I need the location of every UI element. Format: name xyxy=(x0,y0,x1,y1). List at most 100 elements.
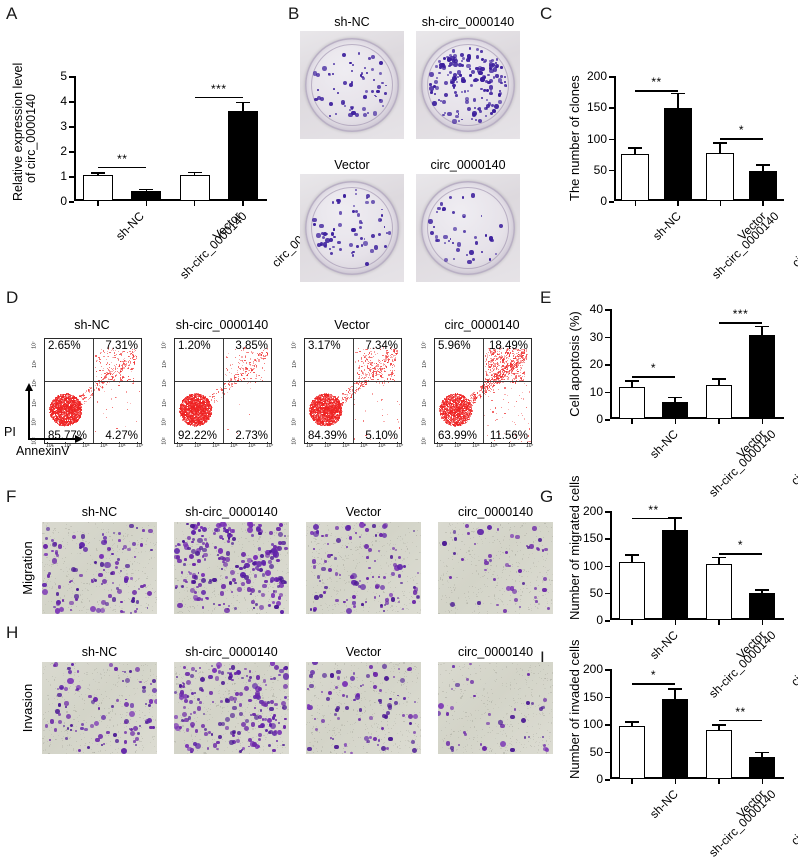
colony-spot xyxy=(328,248,331,251)
stained-cell xyxy=(413,713,419,719)
significance-line xyxy=(635,90,678,93)
colony-spot xyxy=(467,90,470,93)
stained-cell xyxy=(255,694,259,698)
x-tick-label: sh-circ_0000140 xyxy=(706,787,779,860)
stained-cell xyxy=(336,717,340,721)
stained-cell xyxy=(174,722,179,729)
colony-spot xyxy=(453,56,458,62)
bar-sh-circ_0000140 xyxy=(131,191,162,201)
stained-cell xyxy=(483,568,487,572)
migration-row-label: Migration xyxy=(20,522,35,614)
stained-cell xyxy=(141,688,147,693)
stained-cell xyxy=(452,530,457,534)
y-tick xyxy=(69,201,74,203)
stained-cell xyxy=(278,673,281,677)
stained-cell xyxy=(225,698,231,704)
stained-cell xyxy=(202,526,208,532)
stained-cell xyxy=(96,608,102,614)
stained-cell xyxy=(353,584,355,587)
stained-cell xyxy=(44,552,48,556)
colony-spot xyxy=(477,65,482,70)
significance-line xyxy=(98,166,147,169)
x-axis xyxy=(610,777,784,779)
error-bar xyxy=(761,588,764,594)
stained-cell xyxy=(194,729,199,733)
flow-y-tick-label: 10⁶ xyxy=(162,360,168,368)
stained-cell xyxy=(327,690,332,695)
colony-spot xyxy=(349,61,353,65)
stained-cell xyxy=(280,701,286,707)
stained-cell xyxy=(175,725,181,732)
flow-cytometry-plot: 3.17% 7.34% 84.39% 5.10% xyxy=(304,338,402,444)
panel-B-plates: sh-NC sh-circ_0000140 Vector circ_0000140 xyxy=(300,14,522,282)
y-tick-label: 50 xyxy=(590,586,603,600)
y-tick-label: 150 xyxy=(583,531,603,545)
y-tick xyxy=(605,511,610,513)
bar-circ_0000140 xyxy=(227,111,258,201)
stained-cell xyxy=(527,735,530,739)
stained-cell xyxy=(182,665,187,670)
colony-plate-image xyxy=(300,174,404,282)
stained-cell xyxy=(175,585,178,588)
colony-spot xyxy=(489,89,492,92)
stained-cell xyxy=(313,609,316,612)
stained-cell xyxy=(279,577,284,582)
stained-cell xyxy=(175,586,177,589)
stained-cell xyxy=(225,551,230,556)
colony-spot xyxy=(354,232,359,237)
panel-letter-E: E xyxy=(540,288,551,308)
stained-cell xyxy=(221,721,226,726)
petri-dish xyxy=(421,181,515,275)
stained-cell xyxy=(269,563,274,569)
quadrant-divider-horizontal xyxy=(435,380,531,382)
colony-spot xyxy=(436,238,441,243)
stained-cell xyxy=(69,608,72,611)
stained-cell xyxy=(371,575,374,578)
colony-spot xyxy=(441,62,446,67)
colony-spot xyxy=(360,244,364,247)
micrograph-caption: sh-circ_0000140 xyxy=(174,645,289,659)
stained-cell xyxy=(229,667,232,670)
flow-x-tick xyxy=(491,442,492,444)
significance-label: ** xyxy=(651,76,661,88)
stained-cell xyxy=(201,590,207,595)
stained-cell xyxy=(176,676,178,678)
stained-cell xyxy=(225,529,229,533)
error-bar-cap xyxy=(668,688,683,690)
stained-cell xyxy=(111,552,114,555)
stained-cell xyxy=(372,524,376,528)
stained-cell xyxy=(102,536,107,541)
flow-x-tick xyxy=(177,442,178,444)
colony-spot xyxy=(480,66,485,71)
flow-x-tick xyxy=(65,442,66,444)
colony-spot xyxy=(316,233,321,238)
colony-spot xyxy=(475,48,479,52)
stained-cell xyxy=(487,713,491,716)
stained-cell xyxy=(243,686,249,692)
stained-cell xyxy=(334,685,339,690)
colony-spot xyxy=(365,90,369,94)
colony-spot xyxy=(442,207,447,212)
stained-cell xyxy=(199,546,204,551)
colony-spot xyxy=(457,242,462,247)
significance-label: * xyxy=(651,362,656,374)
colony-spot xyxy=(481,250,484,253)
stained-cell xyxy=(239,692,244,697)
stained-cell xyxy=(254,602,258,606)
significance-label: * xyxy=(738,539,743,551)
stained-cell xyxy=(111,705,114,708)
stained-cell xyxy=(500,740,507,747)
stained-cell xyxy=(134,610,138,614)
colony-spot xyxy=(468,60,471,62)
stained-cell xyxy=(344,705,350,711)
stained-cell xyxy=(539,706,544,712)
stained-cell xyxy=(55,601,61,606)
colony-spot xyxy=(463,90,467,93)
colony-spot xyxy=(468,67,471,70)
stained-cell xyxy=(378,701,382,705)
stained-cell xyxy=(70,579,73,582)
flow-x-tick xyxy=(249,442,250,444)
stained-cell xyxy=(204,732,208,736)
stained-cell xyxy=(180,690,185,695)
colony-spot xyxy=(384,92,387,96)
